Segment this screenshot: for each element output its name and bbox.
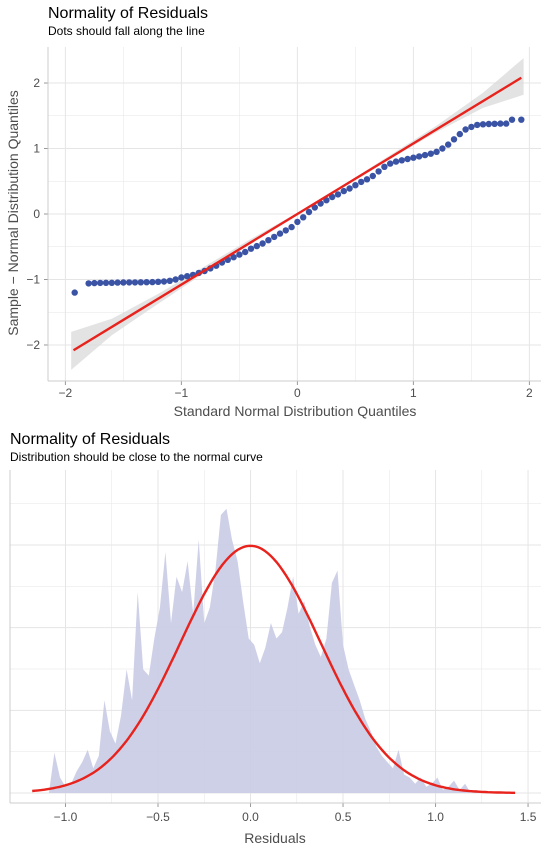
qq-point [247, 245, 255, 252]
qq-x-tick-label: 0 [294, 386, 301, 400]
qq-plot-title: Normality of Residuals [48, 5, 208, 22]
qq-point [71, 289, 78, 296]
qq-point [114, 279, 121, 286]
qq-point [404, 155, 411, 163]
qq-point [242, 248, 249, 256]
qq-x-tick-label: −2 [59, 386, 73, 400]
qq-y-tick-label: −2 [26, 338, 40, 352]
qq-point [474, 121, 481, 129]
qq-point [305, 208, 313, 216]
qq-point [108, 279, 116, 286]
qq-reference-line [72, 76, 522, 352]
qq-point [288, 223, 295, 231]
qq-point [375, 168, 382, 175]
qq-point [387, 160, 394, 167]
qq-point [445, 141, 452, 148]
qq-point [166, 277, 173, 284]
qq-plot-panel: −2 −1 0 1 2 −2 −1 0 1 2 [26, 47, 541, 400]
qq-point [416, 153, 423, 160]
qq-point [97, 279, 104, 287]
qq-y-tick-label: 2 [33, 76, 40, 90]
density-plot-panel: −1.0 −0.5 0.0 0.5 1.0 1.5 [9, 470, 541, 824]
qq-point [427, 150, 434, 157]
qq-point [497, 120, 504, 127]
qq-point [503, 120, 510, 127]
qq-point [479, 121, 487, 128]
qq-point [410, 154, 417, 161]
qq-point [253, 242, 260, 250]
density-x-tick-label: 1.0 [427, 810, 444, 824]
density-normal-curve [32, 544, 516, 794]
qq-point [311, 204, 318, 211]
qq-plot-x-axis-title: Standard Normal Distribution Quantiles [174, 403, 417, 419]
qq-point [155, 278, 162, 285]
qq-point [149, 278, 156, 286]
qq-point [131, 279, 139, 286]
qq-y-tick-label: −1 [26, 272, 40, 286]
qq-point [433, 148, 440, 155]
qq-point [369, 172, 376, 180]
qq-point [230, 254, 237, 261]
qq-plot-subtitle: Dots should fall along the line [48, 24, 205, 38]
qq-point [276, 230, 284, 237]
qq-point [450, 136, 458, 143]
qq-point [508, 116, 516, 123]
qq-point [456, 130, 463, 138]
qq-point [329, 193, 336, 201]
qq-point [236, 251, 243, 258]
density-x-tick-label: −0.5 [146, 810, 170, 824]
qq-point [392, 158, 400, 165]
qq-x-tick-label: 2 [526, 386, 533, 400]
density-x-tick-label: 0.5 [335, 810, 352, 824]
qq-point [334, 191, 342, 198]
qq-point [358, 178, 365, 186]
qq-point [439, 145, 446, 152]
density-plot-title: Normality of Residuals [10, 431, 170, 448]
qq-point [160, 278, 168, 285]
qq-point [485, 120, 492, 128]
qq-point [282, 227, 289, 234]
density-x-tick-label: −1.0 [54, 810, 78, 824]
qq-point [294, 218, 301, 226]
qq-point [178, 274, 185, 281]
qq-point [172, 276, 179, 283]
qq-point [363, 176, 371, 183]
qq-point [259, 240, 266, 247]
qq-point [102, 279, 110, 286]
qq-point [468, 123, 475, 131]
qq-point [120, 279, 127, 286]
qq-point [184, 273, 191, 280]
qq-point [462, 126, 469, 133]
density-area [48, 508, 499, 793]
qq-point [346, 185, 353, 192]
qq-point [352, 182, 359, 189]
qq-point [91, 279, 98, 287]
qq-point [381, 163, 388, 170]
qq-point [518, 116, 525, 123]
density-plot-subtitle: Distribution should be close to the norm… [10, 450, 263, 464]
qq-point [491, 120, 498, 128]
density-x-tick-label: 0.0 [242, 810, 259, 824]
qq-point [398, 157, 405, 164]
qq-plot-y-axis-title: Sample − Normal Distribution Quantiles [5, 90, 21, 336]
qq-point [143, 279, 150, 286]
qq-y-tick-label: 0 [33, 207, 40, 221]
density-plot-x-axis-title: Residuals [244, 830, 305, 846]
qq-point [300, 214, 307, 221]
qq-x-tick-label: −1 [175, 386, 189, 400]
qq-point [265, 237, 272, 244]
qq-point [126, 279, 133, 286]
qq-point [421, 151, 429, 159]
density-x-tick-label: 1.5 [520, 810, 537, 824]
qq-point [271, 233, 278, 241]
qq-x-tick-label: 1 [410, 386, 417, 400]
qq-point [340, 187, 347, 195]
qq-y-tick-label: 1 [33, 142, 40, 156]
qq-point [137, 279, 144, 286]
qq-point [85, 280, 92, 287]
